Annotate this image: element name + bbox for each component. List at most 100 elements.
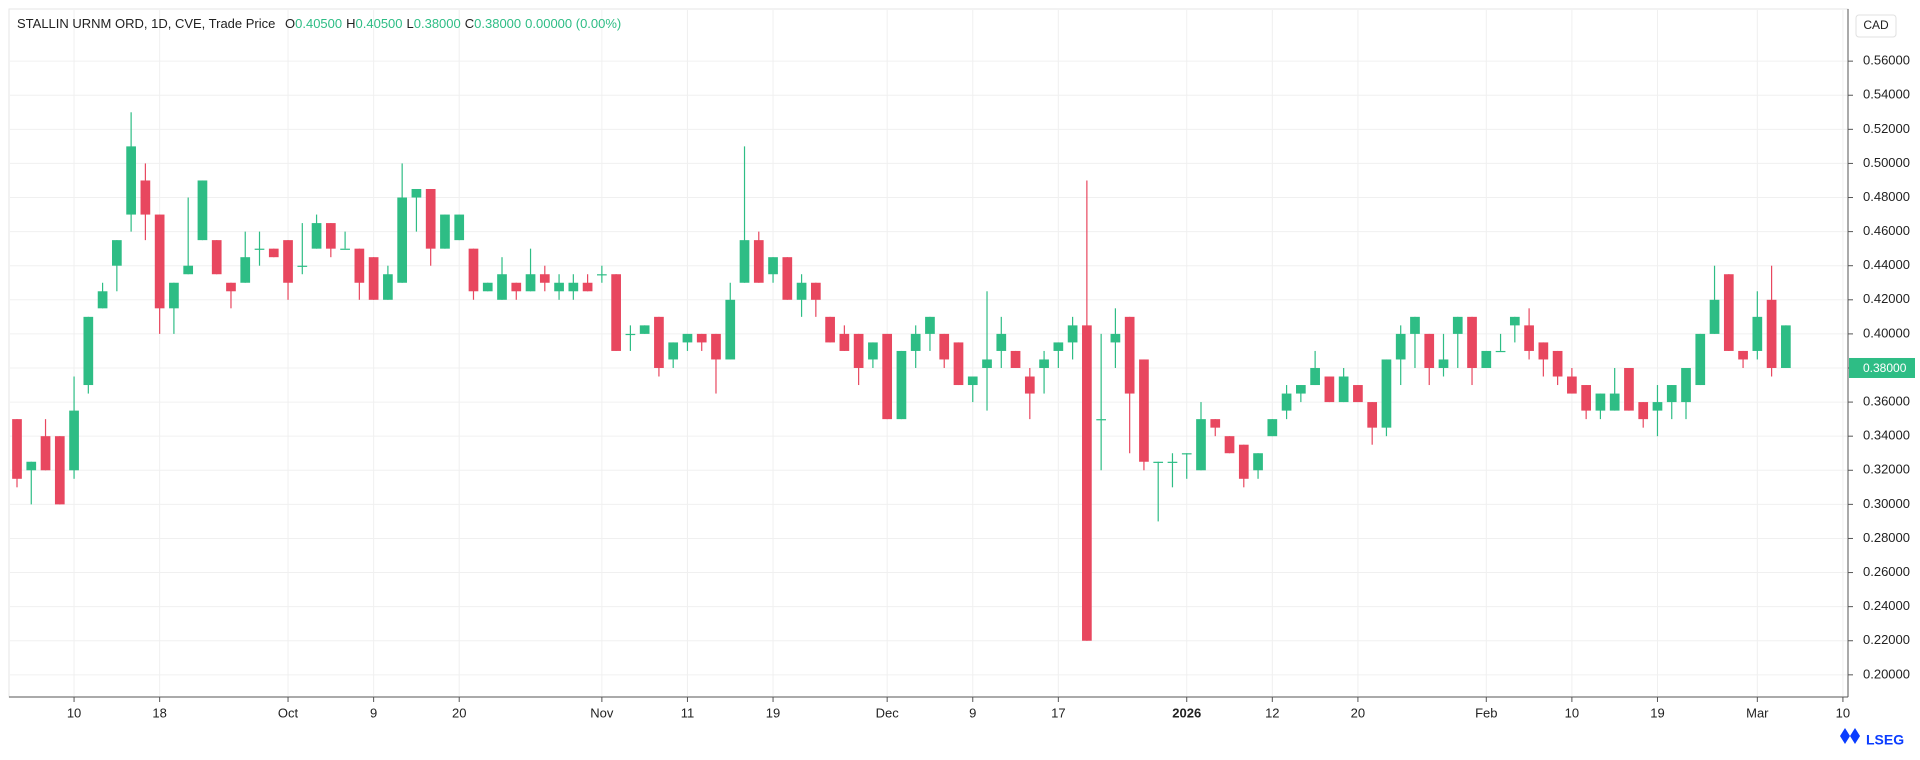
x-tick-label: 11 [681,705,695,720]
candle-body [1723,274,1734,351]
y-tick-label: 0.34000 [1863,428,1910,443]
y-tick-label: 0.30000 [1863,496,1910,511]
candle-body [896,350,907,420]
candle-body [1381,359,1392,428]
candle-body [925,316,935,334]
candle-body [1039,359,1049,368]
candle-body [1624,367,1634,411]
candle-body [1267,419,1278,437]
readout-label: O [285,16,295,31]
candle-body [711,333,721,360]
candle-body [1224,436,1235,454]
candle-body [112,240,122,266]
candle-body [283,240,293,283]
candle-body [597,274,607,276]
y-tick-label: 0.46000 [1863,223,1910,238]
candle-body [1495,350,1506,353]
candle-body [611,274,621,351]
candle-body [1324,376,1335,403]
candle-body [1010,350,1021,368]
candle-body [810,282,821,300]
candle-body [1467,316,1477,368]
candle-body [1096,419,1106,421]
y-tick-label: 0.52000 [1863,121,1910,136]
candle-body [539,274,550,283]
readout-value: 0.40500 [356,16,403,31]
last-price-label: 0.38000 [1863,361,1907,375]
brand-icon [1840,728,1860,744]
candle-body [1509,316,1520,326]
header: STALLIN URNM ORD, 1D, CVE, Trade Price O… [17,16,621,31]
y-tick-label: 0.40000 [1863,325,1910,340]
candle-body [1581,385,1592,411]
candles [12,112,1791,641]
candle-body [796,282,807,300]
x-tick-label: 9 [969,705,976,720]
candle-body [297,265,308,267]
x-tick-label: Oct [278,705,299,720]
y-tick-label: 0.36000 [1863,394,1910,409]
candle-body [1253,453,1263,471]
candle-body [154,214,165,309]
candle-body [1538,342,1549,360]
candle-body [240,257,251,283]
candle-body [54,436,65,505]
x-tick-label: Mar [1746,705,1769,720]
candle-body [468,248,479,292]
candle-body [768,257,778,275]
y-tick-label: 0.26000 [1863,564,1910,579]
candle-body [1524,325,1534,351]
brand-name: LSEG [1866,732,1904,748]
y-tick-label: 0.48000 [1863,189,1910,204]
candle-body [1238,444,1249,479]
candle-body [425,188,436,249]
candle-body [169,282,179,309]
y-tick-label: 0.56000 [1863,53,1910,68]
candle-body [1552,350,1563,377]
readout-label: L [407,16,414,31]
candle-body [654,316,664,368]
candle-body [696,333,707,343]
candle-body [1210,419,1221,428]
candle-body [1082,325,1092,641]
brand-logo: LSEG [1840,728,1904,748]
candle-body [953,342,964,386]
candle-body [83,316,94,386]
candle-body [354,248,365,283]
candle-body [1452,316,1463,334]
candle-body [268,248,279,258]
candle-body [1353,385,1363,403]
candle-body [1024,376,1035,394]
candle-body [739,240,750,283]
candle-body [839,333,850,351]
y-tick-label: 0.32000 [1863,462,1910,477]
x-tick-label: 20 [452,705,466,720]
candle-body [311,223,322,249]
candle-body [1295,385,1306,394]
candle-body [568,282,579,292]
y-tick-label: 0.44000 [1863,257,1910,272]
candle-body [1595,393,1606,411]
y-tick-label: 0.22000 [1863,632,1910,647]
x-tick-label: 19 [1650,705,1664,720]
candle-body [1310,367,1320,386]
candle-body [753,240,764,283]
candle-body [197,180,208,241]
candle-body [482,282,493,292]
x-tick-label: 9 [370,705,377,720]
candle-body [340,248,350,250]
readout-value: 0.40500 [295,16,342,31]
candle-body [97,291,108,309]
readout-change: 0.00000 (0.00%) [525,16,621,31]
y-tick-label: 0.24000 [1863,598,1910,613]
candle-body [1153,461,1164,463]
candle-body [1139,359,1149,462]
candle-body [40,436,51,471]
candle-body [383,274,393,300]
candle-body [1281,393,1292,411]
candle-body [511,282,522,292]
y-tick-label: 0.28000 [1863,530,1910,545]
candle-body [12,419,22,479]
